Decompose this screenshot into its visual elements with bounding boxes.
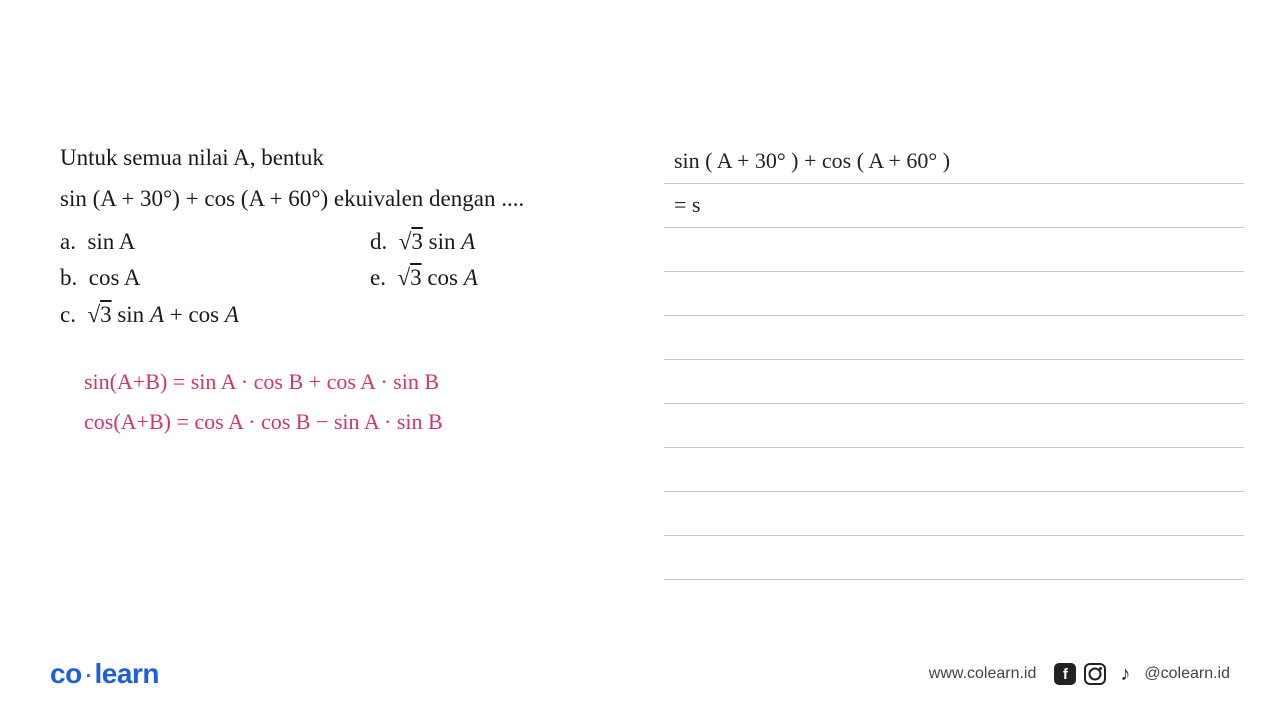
work-line-2: = s bbox=[664, 186, 700, 223]
logo-learn: learn bbox=[95, 658, 159, 689]
facebook-icon: f bbox=[1054, 663, 1076, 685]
working-notes: sin ( A + 30° ) + cos ( A + 60° ) = s bbox=[664, 140, 1244, 580]
ruled-line bbox=[664, 272, 1244, 316]
option-d: d. 3 sin A bbox=[370, 224, 550, 261]
formula-notes: sin(A+B) = sin A · cos B + cos A · sin B… bbox=[60, 362, 620, 441]
ruled-line bbox=[664, 404, 1244, 448]
ruled-line bbox=[664, 360, 1244, 404]
social-icons: f ♪ @colearn.id bbox=[1054, 663, 1230, 685]
ruled-line bbox=[664, 316, 1244, 360]
instagram-icon bbox=[1084, 663, 1106, 685]
question-block: Untuk semua nilai A, bentuk sin (A + 30°… bbox=[60, 140, 620, 441]
footer: co·learn www.colearn.id f ♪ @colearn.id bbox=[0, 658, 1280, 690]
question-line-1: Untuk semua nilai A, bentuk bbox=[60, 140, 620, 177]
formula-2: cos(A+B) = cos A · cos B − sin A · sin B bbox=[84, 402, 620, 442]
footer-url: www.colearn.id bbox=[929, 665, 1037, 683]
social-handle: @colearn.id bbox=[1144, 665, 1230, 683]
footer-right: www.colearn.id f ♪ @colearn.id bbox=[929, 663, 1230, 685]
ruled-line bbox=[664, 536, 1244, 580]
option-c: c. 3 sin A + cos A bbox=[60, 297, 240, 334]
tiktok-icon: ♪ bbox=[1114, 663, 1136, 685]
option-e: e. 3 cos A bbox=[370, 260, 550, 297]
formula-1: sin(A+B) = sin A · cos B + cos A · sin B bbox=[84, 362, 620, 402]
ruled-line bbox=[664, 448, 1244, 492]
ruled-line bbox=[664, 492, 1244, 536]
options-grid: a. sin A d. 3 sin A b. cos A e. 3 cos A … bbox=[60, 224, 620, 334]
option-a: a. sin A bbox=[60, 224, 240, 261]
logo: co·learn bbox=[50, 658, 159, 690]
work-line-1: sin ( A + 30° ) + cos ( A + 60° ) bbox=[664, 142, 950, 179]
ruled-line bbox=[664, 228, 1244, 272]
question-line-2: sin (A + 30°) + cos (A + 60°) ekuivalen … bbox=[60, 181, 620, 218]
logo-dot: · bbox=[84, 658, 93, 689]
option-b: b. cos A bbox=[60, 260, 240, 297]
logo-co: co bbox=[50, 658, 82, 689]
